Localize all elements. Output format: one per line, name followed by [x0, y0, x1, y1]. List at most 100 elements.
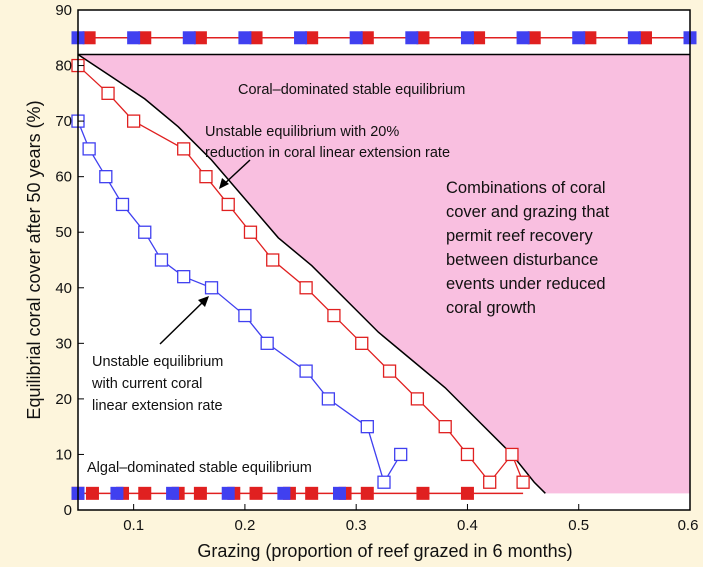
series-0-point	[394, 447, 408, 462]
series-0-point	[321, 392, 336, 406]
series-0-point	[138, 225, 152, 239]
annotation-coral-stable: Coral–dominated stable equilibrium	[238, 82, 465, 98]
series-1-point	[516, 475, 530, 489]
series-1-point	[355, 336, 369, 350]
series-4-point	[360, 31, 374, 45]
series-1-point	[382, 364, 397, 378]
series-5-point	[127, 31, 141, 45]
series-1-point	[327, 308, 341, 323]
series-1-point	[199, 170, 213, 184]
series-5-point	[516, 31, 530, 45]
series-0-point	[82, 142, 96, 156]
series-5-point	[460, 31, 474, 45]
series-2-point	[416, 486, 430, 500]
series-1-point	[438, 420, 452, 434]
annotation-combo-line4: between disturbance	[446, 251, 598, 269]
arrow-unstable-20	[221, 159, 251, 187]
region-boundary-curve	[77, 53, 546, 494]
series-0-point	[299, 364, 313, 378]
series-2-point	[360, 486, 374, 500]
series-5-point	[572, 31, 586, 45]
y-tick-label: 90	[55, 2, 72, 19]
x-tick-label: 0.6	[678, 517, 699, 534]
plot-frame	[77, 9, 691, 511]
series-0-point	[204, 281, 219, 295]
y-tick-label: 40	[55, 280, 72, 297]
series-1-point	[410, 392, 425, 406]
series-2-point	[305, 486, 319, 500]
series-5-point	[294, 31, 308, 45]
annotation-combo-line1: Combinations of coral	[446, 179, 606, 197]
series-4-point	[138, 31, 152, 45]
tick-layer: 0 10 20 30 40 50 60 70 80 90 0.1 0.2 0.3 0.4 0.5 0.6	[55, 2, 698, 534]
y-tick-label: 60	[55, 169, 72, 186]
series-5-point	[238, 31, 252, 45]
series-5-point	[627, 31, 641, 45]
series-0-point	[238, 308, 252, 323]
series-3-point	[166, 486, 180, 500]
series-0-point	[260, 336, 274, 350]
annotation-unstable-current-line3: linear extension rate	[92, 398, 223, 414]
x-tick-label: 0.2	[234, 517, 255, 534]
y-tick-label: 20	[55, 391, 72, 408]
series-4-point	[416, 31, 430, 45]
series-3-point	[277, 486, 291, 500]
annotation-combo-line5: events under reduced	[446, 275, 606, 293]
series-0-point	[99, 170, 113, 184]
series-1-point	[299, 281, 313, 295]
series-1-point	[221, 197, 235, 212]
series-2-point	[85, 486, 99, 500]
y-tick-label: 0	[64, 502, 72, 519]
annotation-combo-line3: permit reef recovery	[446, 227, 593, 245]
arrow-unstable-current	[159, 299, 206, 345]
series-4-point	[305, 31, 319, 45]
series-5-point	[182, 31, 196, 45]
series-0-point	[154, 253, 169, 267]
series-2-point	[193, 486, 207, 500]
x-tick-label: 0.1	[123, 517, 144, 534]
series-1-point	[505, 447, 519, 462]
annotation-unstable-current-line1: Unstable equilibrium	[92, 354, 223, 370]
annotation-combo-line6: coral growth	[446, 299, 536, 317]
series-0-point	[360, 420, 374, 434]
x-tick-label: 0.3	[346, 517, 367, 534]
series-2-point	[138, 486, 152, 500]
series-1-point	[243, 225, 258, 239]
y-tick-label: 10	[55, 446, 72, 463]
annotation-algal-stable: Algal–dominated stable equilibrium	[87, 460, 312, 476]
series-1-point	[126, 114, 141, 128]
series-4-point	[638, 31, 652, 45]
y-tick-label: 70	[55, 113, 72, 130]
series-3-point	[110, 486, 124, 500]
series-3-point	[332, 486, 346, 500]
series-3-point	[221, 486, 235, 500]
series-0-point	[377, 475, 391, 489]
y-axis-title: Equilibrial coral cover after 50 years (…	[24, 100, 44, 419]
x-tick-label: 0.5	[568, 517, 589, 534]
annotation-unstable-current-line2: with current coral	[91, 376, 202, 392]
series-1-point	[483, 475, 497, 489]
annotation-combo-line2: cover and grazing that	[446, 203, 610, 221]
x-tick-label: 0.4	[457, 517, 478, 534]
series-1-point	[266, 253, 280, 267]
y-tick-label: 50	[55, 224, 72, 241]
series-2-point	[460, 486, 474, 500]
series-0-point	[115, 197, 130, 212]
x-axis-title: Grazing (proportion of reef grazed in 6 …	[197, 541, 572, 561]
series-4-point	[193, 31, 207, 45]
series-5-point	[405, 31, 419, 45]
series-4-point	[249, 31, 263, 45]
series-5-point	[349, 31, 363, 45]
arrow-unstable-current-head	[198, 296, 209, 307]
series-4-point	[583, 31, 597, 45]
series-4-point	[527, 31, 541, 45]
arrow-unstable-20-head	[219, 178, 229, 189]
annotation-unstable-20-line2: reduction in coral linear extension rate	[205, 145, 450, 161]
annotation-unstable-20-line1: Unstable equilibrium with 20%	[205, 124, 399, 140]
series-1-point	[101, 86, 115, 100]
y-tick-label: 30	[55, 335, 72, 352]
series-4-point	[82, 31, 96, 45]
series-1-point	[177, 142, 191, 156]
y-tick-label: 80	[55, 58, 72, 75]
